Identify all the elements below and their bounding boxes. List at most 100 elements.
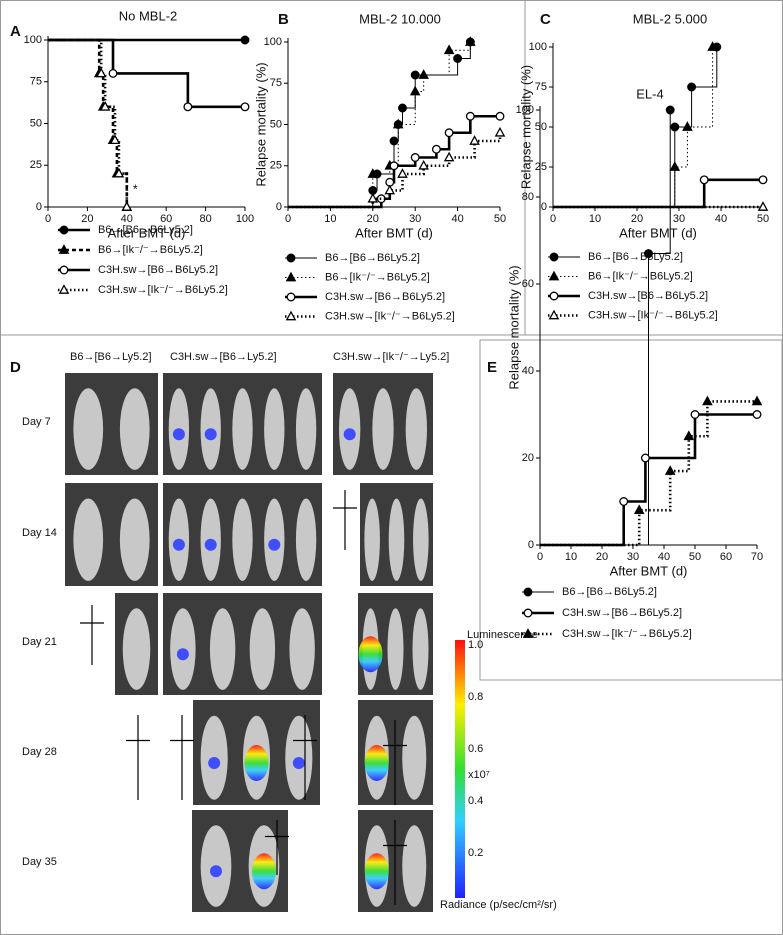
marker (682, 121, 693, 131)
x-tick-label: 50 (494, 213, 506, 225)
signal (268, 538, 281, 551)
legend-label: B6→[B6→B6Ly5.2] (588, 251, 683, 263)
x-tick-label: 100 (236, 213, 254, 225)
legend-marker (522, 628, 534, 638)
marker (367, 168, 379, 178)
x-tick-label: 20 (367, 213, 379, 225)
mouse (405, 388, 428, 470)
x-tick-label: 30 (673, 213, 685, 225)
mouse (402, 825, 427, 907)
y-tick-label: 50 (30, 117, 42, 129)
x-tick-label: 50 (689, 551, 701, 563)
marker (99, 100, 111, 111)
x-tick-label: 30 (409, 213, 421, 225)
colorbar-title: Luminescence (467, 629, 538, 641)
step-line (553, 47, 718, 208)
signal (204, 428, 217, 441)
chart-title: No MBL-2 (119, 8, 178, 23)
legend-label: B6→[Ik⁻/⁻→B6Ly5.2] (325, 271, 430, 283)
legend-marker (549, 291, 559, 301)
y-tick-label: 20 (522, 452, 534, 464)
row-label: Day 14 (22, 527, 57, 539)
colorbar-unit: x10⁷ (468, 769, 490, 781)
x-axis-label: After BMT (d) (610, 563, 688, 578)
marker (469, 135, 480, 145)
legend-marker (58, 244, 70, 254)
marker (418, 69, 429, 79)
marker (389, 136, 399, 146)
y-tick-label: 25 (535, 161, 547, 173)
x-axis-label: After BMT (d) (108, 225, 186, 240)
y-tick-label: 25 (30, 159, 42, 171)
colorbar-tick: 0.8 (468, 691, 483, 703)
marker (95, 67, 107, 78)
legend-label: C3H.sw→[B6→B6Ly5.2] (325, 291, 445, 303)
legend-marker (58, 284, 70, 294)
legend-marker (285, 271, 297, 282)
marker (683, 430, 695, 441)
marker (453, 54, 463, 63)
colorbar-tick: 0.2 (468, 847, 483, 859)
signal (172, 538, 185, 551)
mouse (249, 608, 276, 690)
row-label: Day 7 (22, 416, 51, 428)
marker (240, 102, 250, 112)
legend-marker (286, 253, 296, 263)
x-tick-label: 0 (285, 213, 291, 225)
marker (410, 153, 420, 162)
mouse (364, 498, 380, 581)
marker (465, 36, 476, 46)
signal (292, 757, 305, 769)
step-line (288, 42, 471, 208)
signal (244, 745, 269, 781)
mouse (264, 388, 285, 470)
marker (444, 128, 454, 138)
legend-label: C3H.sw→[Ik⁻/⁻→B6Ly5.2] (562, 628, 692, 640)
marker (410, 70, 420, 80)
mouse (209, 608, 236, 690)
y-tick-label: 75 (30, 76, 42, 88)
x-tick-label: 60 (160, 213, 172, 225)
y-tick-label: 100 (529, 41, 547, 53)
signal (364, 745, 389, 781)
y-axis-label: Relapse mortality (%) (253, 62, 268, 186)
x-axis-label: After BMT (d) (619, 225, 697, 240)
marker (418, 159, 429, 170)
x-tick-label: 60 (720, 551, 732, 563)
legend-label: C3H.sw→[B6→B6Ly5.2] (562, 607, 682, 619)
mouse (387, 608, 404, 690)
y-tick-label: 75 (270, 77, 282, 89)
step-line (540, 413, 757, 547)
x-tick-label: 20 (596, 551, 608, 563)
row-label: Day 35 (22, 856, 57, 868)
y-tick-label: 100 (264, 36, 282, 48)
legend-marker (59, 225, 69, 235)
row-label: Day 21 (22, 636, 57, 648)
x-tick-label: 40 (451, 213, 463, 225)
marker (757, 201, 769, 211)
marker (398, 103, 407, 113)
x-tick-label: 40 (121, 213, 133, 225)
signal (172, 428, 185, 441)
marker (633, 504, 645, 515)
marker (702, 395, 713, 406)
marker (443, 44, 455, 55)
y-tick-label: 80 (522, 191, 534, 203)
mouse (402, 715, 427, 800)
marker (495, 111, 505, 121)
step-line (48, 38, 129, 207)
panel-letter: D (10, 359, 21, 376)
mouse (388, 498, 405, 581)
x-tick-label: 50 (757, 213, 769, 225)
chart-title: MBL-2 10.000 (359, 11, 441, 26)
panel-letter: C (540, 11, 551, 28)
mouse (372, 388, 394, 470)
marker (121, 201, 133, 211)
marker (109, 134, 121, 145)
x-axis-label: After BMT (d) (355, 225, 433, 240)
mouse (295, 498, 317, 581)
y-tick-label: 0 (541, 201, 547, 213)
y-tick-label: 75 (535, 81, 547, 93)
step-line (288, 132, 502, 209)
